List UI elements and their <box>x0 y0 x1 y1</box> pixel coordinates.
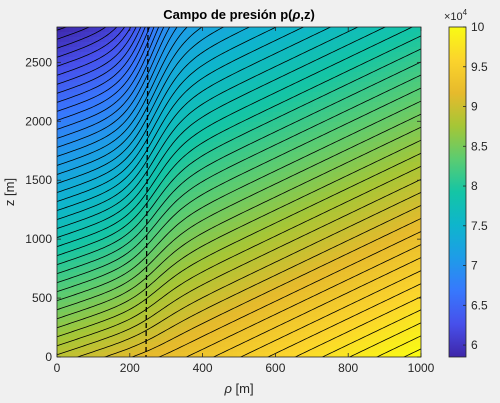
colorbar-tick-label-2: 7 <box>471 259 478 273</box>
y-axis-label: z [m] <box>2 178 17 206</box>
contour-line-29 <box>57 87 421 293</box>
y-tick-label-1: 500 <box>32 291 52 305</box>
contour-line-41 <box>185 244 421 357</box>
contour-line-38 <box>103 205 421 357</box>
y-tick-label-2: 1000 <box>25 232 52 246</box>
contour-line-42 <box>212 257 421 357</box>
colorbar-tick-label-1: 6.5 <box>471 298 488 312</box>
contour-line-4 <box>57 27 126 67</box>
contour-line-33 <box>57 139 421 329</box>
contour-line-10 <box>57 27 155 121</box>
contour-line-14 <box>57 27 178 157</box>
colorbar-tick-label-7: 9.5 <box>471 60 488 74</box>
contour-line-23 <box>57 27 387 238</box>
x-label-unit: [m] <box>232 381 254 396</box>
contour-lines <box>57 27 421 357</box>
contour-line-25 <box>57 35 421 256</box>
contour-line-15 <box>57 27 188 166</box>
contour-line-31 <box>57 113 421 311</box>
y-tick-label-0: 0 <box>45 350 52 364</box>
contour-line-6 <box>57 27 137 85</box>
title-prefix: Campo de presión p( <box>163 7 293 22</box>
x-tick-label-4: 800 <box>338 361 358 375</box>
x-tick-label-1: 200 <box>120 361 140 375</box>
colorbar-gradient <box>449 27 466 357</box>
colorbar-multiplier-exponent: 4 <box>463 8 468 17</box>
contour-line-19 <box>57 27 278 202</box>
colorbar-tick-label-6: 9 <box>471 100 478 114</box>
contour-line-34 <box>57 152 421 338</box>
contour-line-17 <box>57 27 225 184</box>
contour-line-46 <box>321 309 421 357</box>
contour-line-21 <box>57 27 332 220</box>
colorbar-multiplier-base: ×10 <box>444 11 463 23</box>
contour-line-24 <box>57 27 414 247</box>
contour-line-43 <box>239 270 421 357</box>
contour-line-20 <box>57 27 305 211</box>
x-tick-label-3: 600 <box>265 361 285 375</box>
title-rho: ρ <box>291 7 300 22</box>
contour-line-40 <box>158 231 421 357</box>
contour-line-35 <box>57 165 421 347</box>
boundary-dashed-line <box>145 26 149 358</box>
contour-line-5 <box>57 27 132 76</box>
contour-line-9 <box>57 27 151 112</box>
contour-line-12 <box>57 27 165 139</box>
contour-line-13 <box>57 27 171 148</box>
colorbar-tick-label-8: 10 <box>471 20 485 34</box>
colorbar-tick-label-4: 8 <box>471 179 478 193</box>
contour-line-30 <box>57 100 421 302</box>
contour-line-16 <box>57 27 203 175</box>
x-axis-label: ρ [m] <box>223 381 253 396</box>
x-tick-label-2: 400 <box>193 361 213 375</box>
colorbar-frame <box>448 26 467 358</box>
contour-line-44 <box>267 283 421 357</box>
colorbar-ticks: 6 6.5 7 7.5 8 8.5 9 9.5 10 <box>463 20 488 352</box>
colorbar-tick-label-0: 6 <box>471 338 478 352</box>
x-axis: 0 200 400 600 800 1000 <box>54 27 435 375</box>
contour-line-22 <box>57 27 359 229</box>
contour-line-18 <box>57 27 251 193</box>
contour-line-45 <box>294 296 421 357</box>
y-tick-label-5: 2500 <box>25 55 52 69</box>
contour-line-27 <box>57 61 421 275</box>
colorbar-multiplier: ×104 <box>444 8 468 23</box>
x-tick-label-5: 1000 <box>408 361 435 375</box>
contour-line-8 <box>57 27 146 103</box>
y-tick-label-4: 2000 <box>25 114 52 128</box>
contour-line-36 <box>57 178 421 356</box>
contour-line-32 <box>57 126 421 320</box>
colorbar-tick-label-5: 8.5 <box>471 139 488 153</box>
y-axis: 0 500 1000 1500 2000 2500 <box>25 55 421 364</box>
contour-line-37 <box>76 192 421 357</box>
colorbar-tick-label-3: 7.5 <box>471 219 488 233</box>
chart-title: Campo de presión p(ρ,z) <box>163 7 315 22</box>
x-label-symbol: ρ <box>223 381 232 396</box>
plot-area <box>56 26 422 358</box>
contour-line-26 <box>57 48 421 265</box>
plot-frame <box>56 26 422 358</box>
contour-line-11 <box>57 27 160 130</box>
contour-line-39 <box>130 218 421 357</box>
contour-line-28 <box>57 74 421 284</box>
x-tick-label-0: 0 <box>54 361 61 375</box>
y-tick-label-3: 1500 <box>25 173 52 187</box>
contour-line-47 <box>348 322 421 357</box>
colorbar: 6 6.5 7 7.5 8 8.5 9 9.5 10 ×104 <box>444 8 488 358</box>
title-suffix: ,z) <box>300 7 314 22</box>
contour-line-7 <box>57 27 142 94</box>
